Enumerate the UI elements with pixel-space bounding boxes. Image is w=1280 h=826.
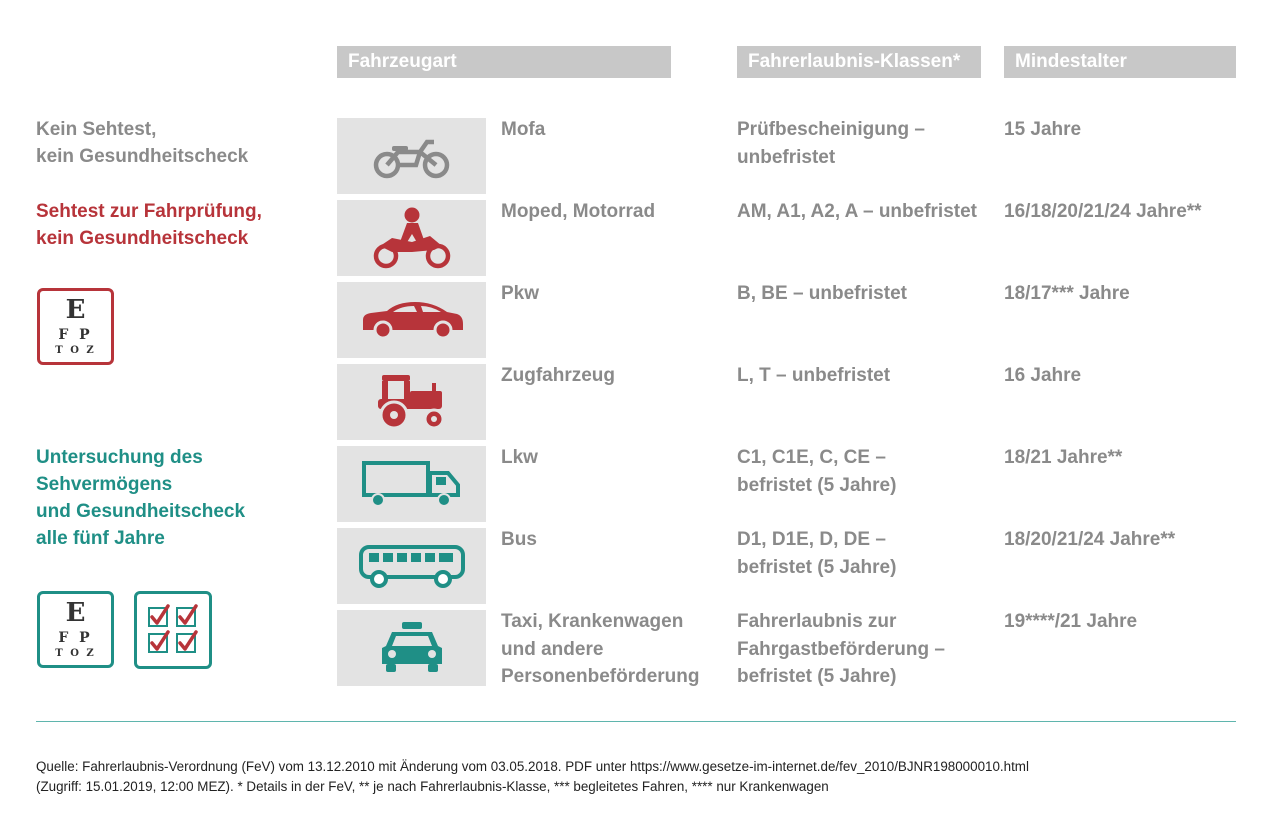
eye-chart-line-2: F P [58,630,93,646]
header-license-classes: Fahrerlaubnis-Klassen* [737,46,981,78]
row-motorcycle-age: 16/18/20/21/24 Jahre** [1004,201,1202,222]
row-taxi-age: 19****/21 Jahre [1004,611,1138,632]
row-mofa-age: 15 Jahre [1004,119,1082,140]
group-label-medical-check: Untersuchung des Sehvermögens und Gesund… [36,447,246,549]
row-mofa-type: Mofa [501,119,546,140]
row-tractor-classes: L, T – unbefristet [737,365,891,386]
health-checklist-icon [134,591,212,669]
divider-line [36,721,1236,722]
row-taxi-classes: Fahrerlaubnis zur Fahrgastbeförderung – … [737,611,945,687]
eye-chart-line-3: T O Z [55,345,96,356]
row-car-classes: B, BE – unbefristet [737,283,907,304]
source-note: Quelle: Fahrerlaubnis-Verordnung (FeV) v… [36,757,1246,797]
eye-chart-icon: E F P T O Z [37,591,114,668]
row-bus-age: 18/20/21/24 Jahre** [1004,529,1176,550]
row-truck-classes: C1, C1E, C, CE – befristet (5 Jahre) [737,447,897,496]
row-motorcycle-type: Moped, Motorrad [501,201,656,222]
taxi-icon [337,610,486,686]
tractor-icon [337,364,486,440]
car-icon [337,282,486,358]
row-car-type: Pkw [501,283,540,304]
eye-chart-line-1: E [65,295,86,325]
row-tractor-type: Zugfahrzeug [501,365,615,386]
header-vehicle-type: Fahrzeugart [337,46,671,78]
row-mofa-classes: Prüfbescheinigung – unbefristet [737,119,925,168]
row-tractor-age: 16 Jahre [1004,365,1082,386]
eye-chart-line-1: E [65,598,86,628]
motorcycle-icon [337,200,486,276]
truck-icon [337,446,486,522]
eye-chart-icon: E F P T O Z [37,288,114,365]
row-truck-age: 18/21 Jahre** [1004,447,1123,468]
group-label-no-test: Kein Sehtest, kein Gesundheitscheck [36,119,249,167]
group-label-eye-test: Sehtest zur Fahrprüfung, kein Gesundheit… [36,201,262,249]
moped-icon [337,118,486,194]
row-car-age: 18/17*** Jahre [1004,283,1130,304]
header-min-age: Mindestalter [1004,46,1236,78]
row-motorcycle-classes: AM, A1, A2, A – unbefristet [737,201,977,222]
eye-chart-line-2: F P [58,327,93,343]
row-taxi-type: Taxi, Krankenwagen und andere Personenbe… [501,611,700,687]
row-truck-type: Lkw [501,447,538,468]
source-line-1: Quelle: Fahrerlaubnis-Verordnung (FeV) v… [36,759,1029,774]
eye-chart-line-3: T O Z [55,648,96,659]
row-bus-type: Bus [501,529,537,550]
bus-icon [337,528,486,604]
source-line-2: (Zugriff: 15.01.2019, 12:00 MEZ). * Deta… [36,779,829,794]
row-bus-classes: D1, D1E, D, DE – befristet (5 Jahre) [737,529,897,578]
